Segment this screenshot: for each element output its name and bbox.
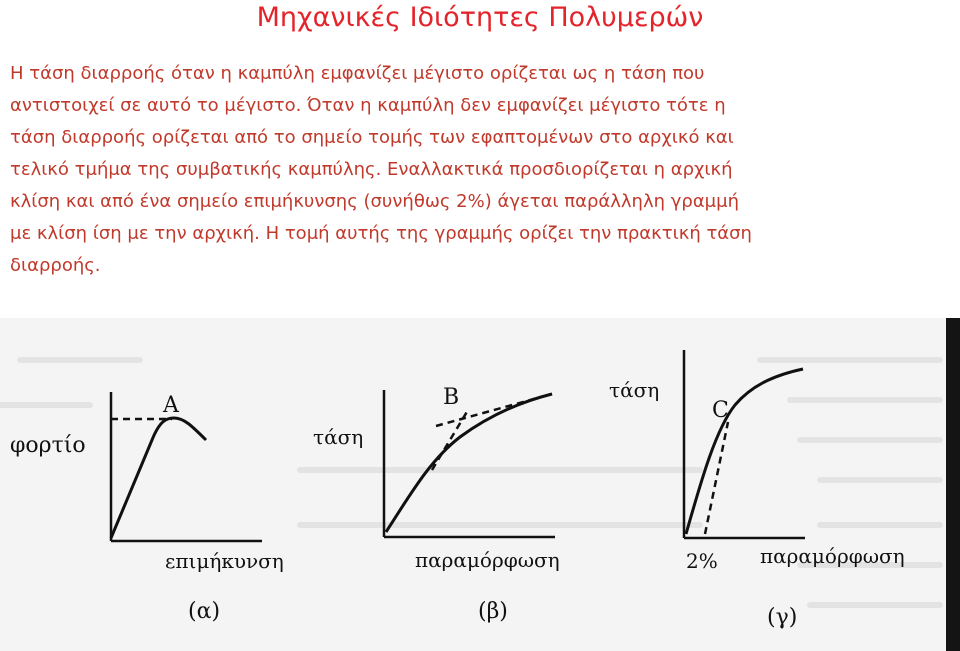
page-title: Μηχανικές Ιδιότητες Πολυμερών: [256, 2, 704, 33]
panel-c: C τάση 2% παραμόρφωση (γ): [609, 350, 905, 630]
panel-b-caption: (β): [478, 599, 508, 624]
paragraph-line: με κλίση ίση με την αρχική. Η τομή αυτής…: [10, 223, 752, 244]
panel-c-x-label: παραμόρφωση: [760, 544, 905, 568]
paragraph-line: Η τάση διαρροής όταν η καμπύλη εμφανίζει…: [10, 63, 705, 84]
panel-b-x-label: παραμόρφωση: [415, 548, 560, 572]
stress-strain-figure: A φορτίο επιμήκυνση (α) B τάση παραμόρφω…: [0, 318, 946, 651]
paragraph-line: τάση διαρροής ορίζεται από το σημείο τομ…: [10, 127, 734, 148]
panel-b: B τάση παραμόρφωση (β): [313, 385, 560, 624]
panel-b-y-label: τάση: [313, 425, 363, 449]
panel-b-point-label: B: [443, 385, 459, 410]
panel-b-final-tangent: [435, 392, 553, 428]
paragraph-line: τελικό τμήμα της συμβατικής καμπύλης. Εν…: [10, 159, 733, 180]
scan-background: [0, 318, 946, 651]
panel-a-y-label: φορτίο: [10, 433, 86, 458]
panel-a-point-label: A: [162, 393, 180, 418]
panel-a: A φορτίο επιμήκυνση (α): [10, 392, 284, 624]
panel-c-offset-label: 2%: [686, 549, 718, 573]
panel-c-y-label: τάση: [609, 378, 659, 402]
panel-a-load-curve: [109, 416, 208, 539]
panel-a-caption: (α): [188, 599, 220, 624]
scan-bleed-through: [0, 357, 943, 608]
panel-a-x-label: επιμήκυνση: [165, 549, 284, 573]
paragraph-line: διαρροής.: [10, 255, 101, 276]
paragraph-line: κλίση και από ένα σημείο επιμήκυνσης (συ…: [10, 191, 739, 212]
panel-c-caption: (γ): [767, 605, 797, 630]
paragraph-line: αντιστοιχεί σε αυτό το μέγιστο. Όταν η κ…: [10, 95, 726, 116]
panel-c-stress-curve: [684, 367, 804, 535]
panel-c-point-label: C: [712, 398, 729, 423]
scan-edge: [946, 318, 960, 651]
body-paragraph: Η τάση διαρροής όταν η καμπύλη εμφανίζει…: [10, 58, 955, 282]
